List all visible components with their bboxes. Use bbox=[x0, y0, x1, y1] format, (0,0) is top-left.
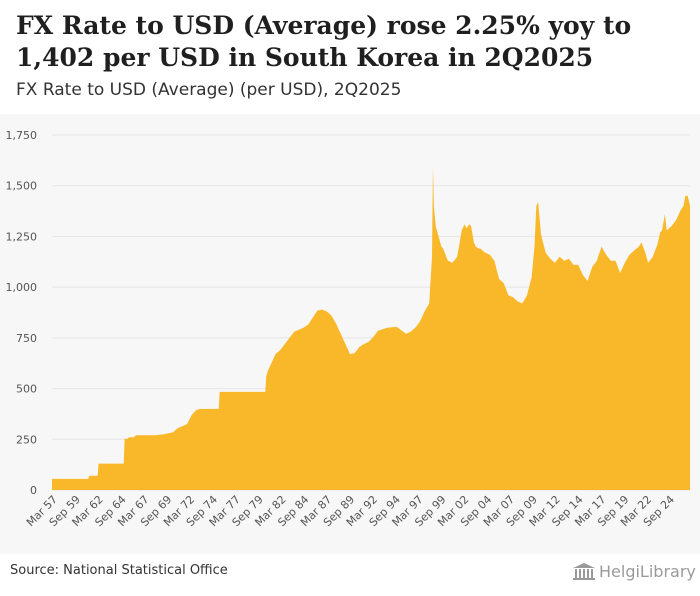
y-tick-label: 750 bbox=[16, 332, 37, 345]
chart-title: FX Rate to USD (Average) rose 2.25% yoy … bbox=[16, 11, 632, 72]
y-tick-label: 1,500 bbox=[6, 180, 38, 193]
series-area-layer bbox=[52, 165, 690, 490]
y-tick-label: 0 bbox=[30, 484, 37, 497]
y-tick-label: 1,000 bbox=[6, 281, 38, 294]
source-note: Source: National Statistical Office bbox=[10, 563, 228, 578]
y-axis: 0 250 500 750 1,000 1,250 1,500 1,750 bbox=[6, 129, 38, 497]
logo-text: HelgiLibrary bbox=[599, 562, 696, 581]
y-tick-label: 1,250 bbox=[6, 230, 38, 243]
library-building-icon bbox=[573, 562, 595, 580]
y-tick-label: 250 bbox=[16, 433, 37, 446]
y-tick-label: 1,750 bbox=[6, 129, 38, 142]
helgi-library-logo: HelgiLibrary bbox=[572, 562, 696, 581]
chart-subtitle: FX Rate to USD (Average) (per USD), 2Q20… bbox=[16, 80, 402, 100]
series-area-fx-rate bbox=[52, 165, 690, 490]
y-tick-label: 500 bbox=[16, 383, 37, 396]
